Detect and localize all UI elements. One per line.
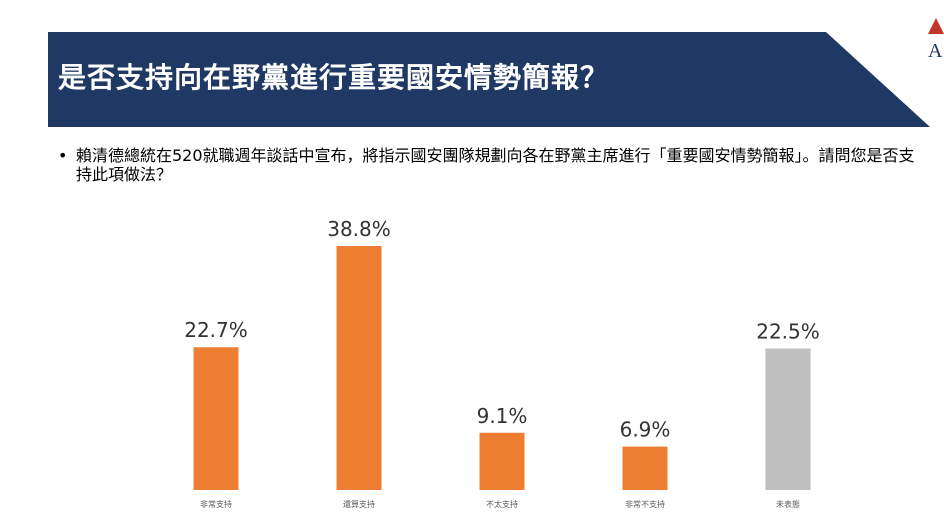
logo: A	[924, 16, 944, 66]
bar-value-label-5: 22.5%	[756, 320, 820, 344]
title-banner-shape	[48, 32, 930, 127]
page-title: 是否支持向在野黨進行重要國安情勢簡報？	[58, 61, 610, 94]
bar-3	[479, 432, 525, 490]
bar-value-label-3: 9.1%	[477, 404, 528, 428]
bar-1	[193, 347, 239, 490]
survey-question-text: 賴清德總統在520就職週年談話中宣布，將指示國安團隊規劃向各在野黨主席進行「重要…	[76, 146, 915, 184]
bar-value-label-2: 38.8%	[327, 217, 391, 241]
category-label-4: 非常不支持	[625, 499, 665, 509]
category-label-3: 不太支持	[486, 499, 518, 509]
bar-5	[765, 348, 811, 490]
bar-value-label-4: 6.9%	[620, 418, 671, 442]
title-banner	[48, 32, 930, 127]
bullet-marker: •	[58, 146, 68, 165]
logo-triangle-icon	[928, 18, 944, 34]
logo-letter: A	[928, 40, 943, 62]
category-label-5: 未表態	[776, 499, 800, 509]
category-label-2: 還算支持	[343, 499, 375, 509]
bar-4	[622, 446, 668, 490]
bar-2	[336, 246, 382, 490]
bar-value-label-1: 22.7%	[184, 318, 248, 342]
category-label-1: 非常支持	[200, 499, 232, 509]
survey-question: • 賴清德總統在520就職週年談話中宣布，將指示國安團隊規劃向各在野黨主席進行「…	[58, 146, 928, 184]
